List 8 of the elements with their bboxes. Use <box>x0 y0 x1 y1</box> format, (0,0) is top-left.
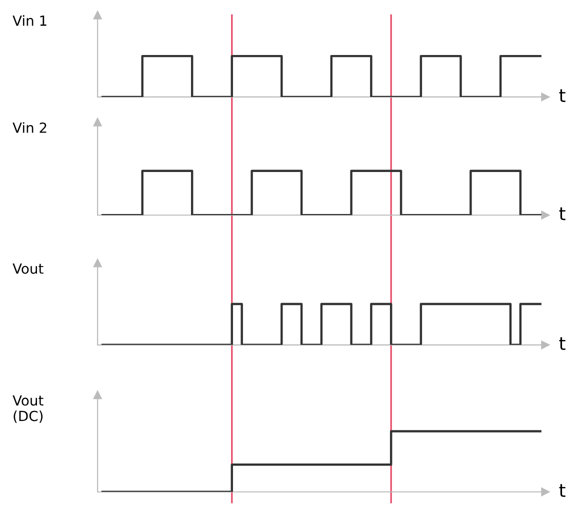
x-axis-title: t <box>559 484 566 497</box>
y-axis-title: Vin 2 <box>12 122 46 133</box>
y-axis-title: Vout (DC) <box>12 395 44 423</box>
x-axis-title: t <box>559 89 566 102</box>
y-axis-title: Vin 1 <box>12 15 46 26</box>
x-axis-title: t <box>559 337 566 350</box>
x-axis-title: t <box>559 207 566 220</box>
y-axis-title: Vout <box>12 264 44 274</box>
